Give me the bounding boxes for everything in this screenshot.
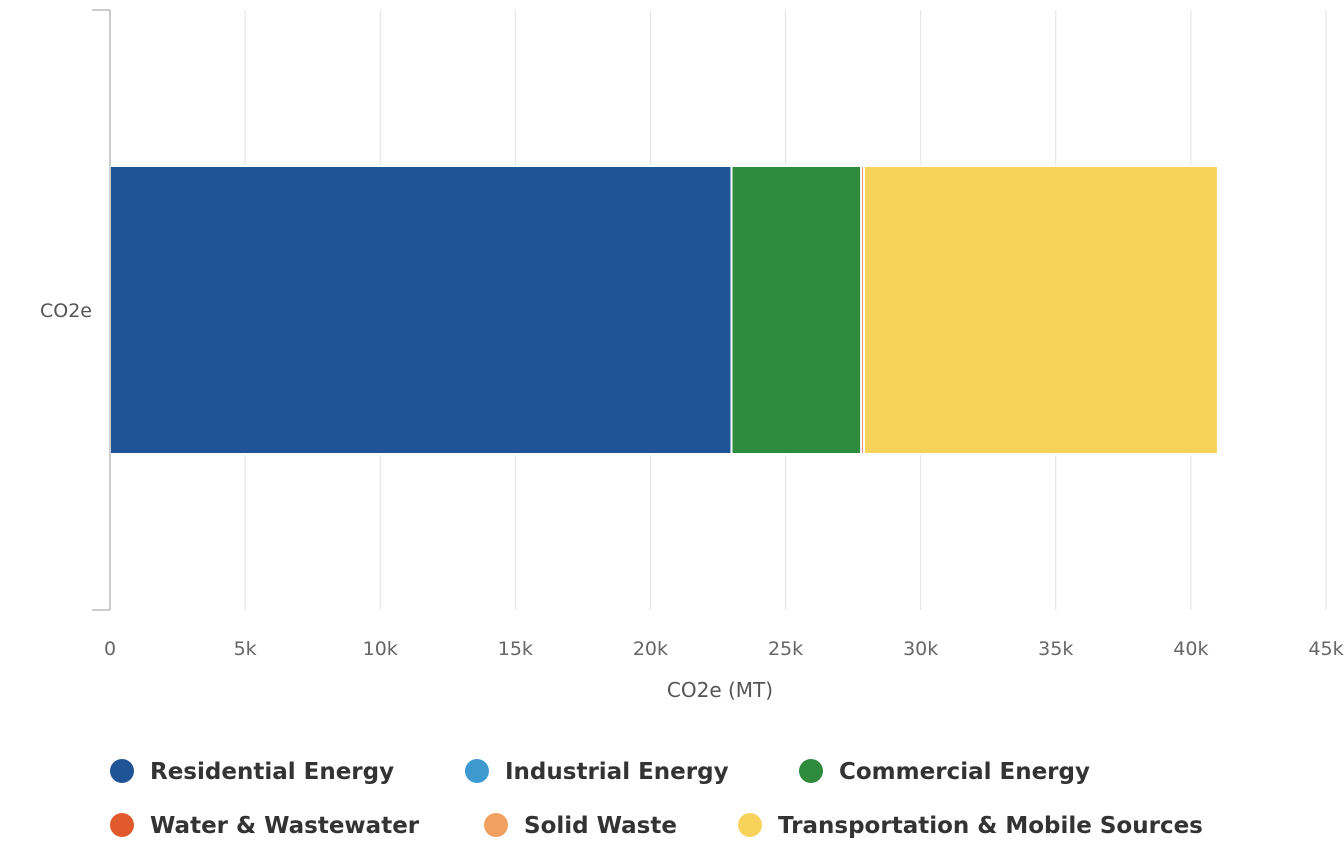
legend-item[interactable]: Residential Energy <box>110 759 394 785</box>
legend-marker-icon <box>465 759 489 783</box>
legend: Residential Energy Industrial Energy Comme… <box>110 759 1203 839</box>
x-tick-label: 45k <box>1308 638 1343 660</box>
legend-item[interactable]: Commercial Energy <box>799 759 1090 785</box>
legend-marker-icon <box>110 759 134 783</box>
x-tick-label: 15k <box>498 638 533 660</box>
legend-marker-icon <box>110 813 134 837</box>
bars <box>109 165 1219 455</box>
x-tick-label: 5k <box>234 638 257 660</box>
legend-marker-icon <box>799 759 823 783</box>
legend-marker-icon <box>738 813 762 837</box>
bar-segment-commercial-energy[interactable] <box>730 165 863 455</box>
x-tick-label: 10k <box>363 638 398 660</box>
x-tick-label: 25k <box>768 638 803 660</box>
y-category-label: CO2e <box>40 300 92 322</box>
bar-segment-transportation-mobile-sources[interactable] <box>862 165 1219 455</box>
legend-label: Commercial Energy <box>839 759 1090 785</box>
legend-item[interactable]: Solid Waste <box>484 813 677 839</box>
x-axis-title: CO2e (MT) <box>667 678 773 702</box>
legend-item[interactable]: Transportation & Mobile Sources <box>738 813 1203 839</box>
x-tick-label: 20k <box>633 638 668 660</box>
legend-label: Residential Energy <box>150 759 394 785</box>
legend-marker-icon <box>484 813 508 837</box>
legend-label: Solid Waste <box>524 813 677 839</box>
x-tick-label: 0 <box>104 638 116 660</box>
x-tick-label: 35k <box>1038 638 1073 660</box>
x-tick-labels: 0 5k 10k 15k 20k 25k 30k 35k 40k 45k <box>104 638 1344 660</box>
legend-label: Industrial Energy <box>505 759 729 785</box>
legend-item[interactable]: Water & Wastewater <box>110 813 420 839</box>
legend-label: Transportation & Mobile Sources <box>778 813 1203 839</box>
axes: CO2e <box>40 9 111 611</box>
legend-item[interactable]: Industrial Energy <box>465 759 729 785</box>
legend-label: Water & Wastewater <box>150 813 420 839</box>
bar-segment-residential-energy[interactable] <box>109 165 733 455</box>
x-tick-label: 30k <box>903 638 938 660</box>
x-tick-label: 40k <box>1173 638 1208 660</box>
